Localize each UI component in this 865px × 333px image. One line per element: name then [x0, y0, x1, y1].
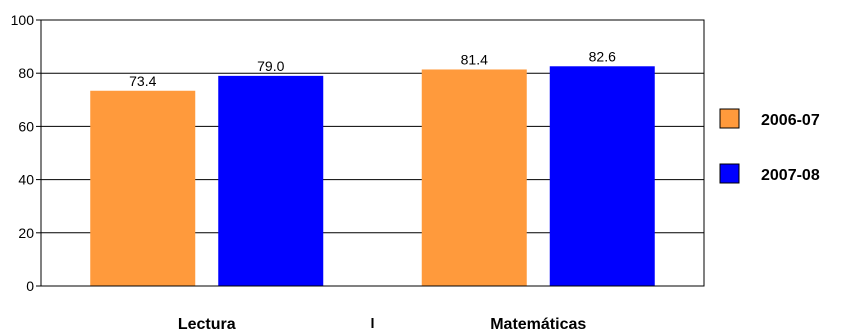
y-axis-ticks: 0 20 40 60 80 100 — [11, 12, 41, 294]
axes — [40, 19, 705, 328]
x-category-label: Matemáticas — [490, 316, 586, 333]
y-tick-label: 40 — [18, 172, 34, 188]
bar-2006-07-Lectura — [90, 90, 196, 286]
y-tick-label: 80 — [18, 65, 34, 81]
legend-label: 2006-07 — [761, 112, 820, 129]
y-tick-label: 0 — [26, 278, 34, 294]
plot-frame — [40, 19, 705, 287]
y-tick-label: 60 — [18, 118, 34, 134]
legend: 2006-07 2007-08 — [719, 108, 820, 184]
legend-label: 2007-08 — [761, 167, 820, 184]
bar-2007-08-Matemáticas — [549, 66, 655, 286]
y-tick-label: 100 — [11, 12, 35, 28]
data-label: 82.6 — [589, 48, 616, 64]
data-label: 79.0 — [257, 58, 284, 74]
category-labels: Lectura Matemáticas — [178, 316, 587, 333]
x-category-label: Lectura — [178, 316, 236, 333]
bar-2006-07-Matemáticas — [421, 69, 527, 286]
data-label: 81.4 — [461, 51, 488, 67]
data-label: 73.4 — [129, 73, 156, 89]
bar-2007-08-Lectura — [218, 75, 324, 286]
legend-swatch — [719, 108, 740, 129]
y-tick-label: 20 — [18, 225, 34, 241]
legend-swatch — [719, 163, 740, 184]
data-labels: 73.4 79.0 81.4 82.6 — [129, 48, 616, 88]
bars — [90, 66, 655, 286]
